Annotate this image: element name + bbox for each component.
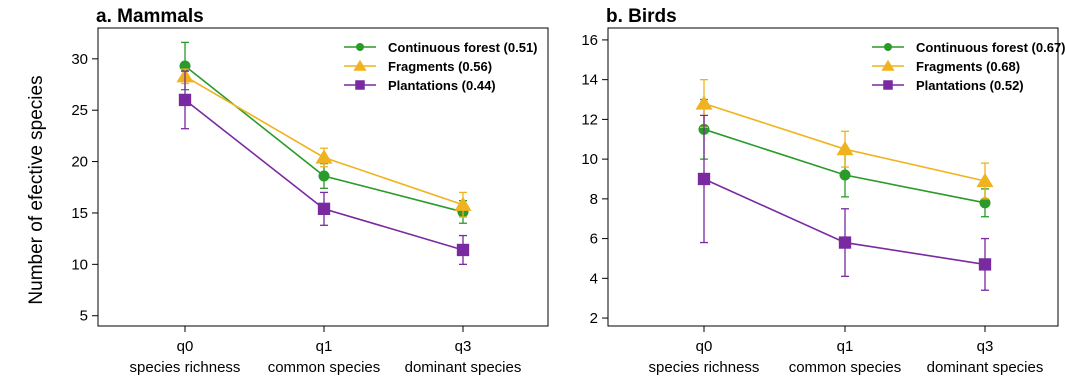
legend-label: Plantations (0.52) — [916, 78, 1024, 93]
y-tick-label: 16 — [581, 32, 598, 49]
data-point — [318, 170, 330, 182]
data-point — [697, 172, 711, 186]
y-tick-label: 8 — [590, 191, 598, 208]
data-point — [315, 149, 333, 164]
series-plantations — [178, 70, 470, 265]
y-tick-label: 15 — [71, 205, 88, 222]
plot-frame — [97, 27, 549, 327]
x-tick-sublabel: species richness — [130, 359, 241, 376]
data-point — [978, 258, 992, 271]
data-point — [695, 95, 713, 110]
y-tick-label: 6 — [590, 231, 598, 248]
y-tick-label: 25 — [71, 102, 88, 119]
x-tick-sublabel: dominant species — [927, 359, 1044, 376]
x-tick-sublabel: species richness — [649, 359, 760, 376]
panel-title: b. Birds — [606, 6, 677, 27]
y-tick-label: 30 — [71, 51, 88, 68]
legend-marker — [353, 59, 367, 71]
x-tick-sublabel: dominant species — [405, 359, 522, 376]
x-tick-sublabel: common species — [789, 359, 902, 376]
series-plantations — [697, 114, 992, 291]
data-point — [976, 172, 994, 188]
data-point — [317, 202, 331, 216]
legend-label: Fragments (0.56) — [388, 59, 492, 74]
legend-marker — [884, 43, 892, 51]
data-point — [454, 196, 472, 211]
x-tick-label: q0 — [696, 338, 713, 355]
y-tick-label: 14 — [581, 72, 598, 89]
y-axis-label: Number of efective species — [26, 75, 47, 304]
x-tick-label: q0 — [177, 338, 194, 355]
panel-mammals: a. Mammals 5 10 15 20 25 30 q0 species richness q… — [71, 6, 549, 376]
y-tick-label: 10 — [71, 256, 88, 273]
legend-marker — [356, 43, 364, 51]
legend-label: Plantations (0.44) — [388, 78, 496, 93]
y-tick-label: 10 — [581, 151, 598, 168]
data-point — [979, 197, 991, 209]
x-tick-sublabel: common species — [268, 359, 381, 376]
x-tick-label: q3 — [977, 338, 994, 355]
data-point — [838, 236, 852, 249]
x-tick-label: q1 — [837, 338, 854, 355]
y-tick-label: 12 — [581, 111, 598, 128]
legend-label: Fragments (0.68) — [916, 59, 1020, 74]
legend-marker — [355, 80, 365, 90]
x-tick-label: q3 — [455, 338, 472, 355]
x-tick-label: q1 — [316, 338, 333, 355]
legend-label: Continuous forest (0.67) — [916, 40, 1065, 55]
panel-title: a. Mammals — [96, 6, 204, 27]
data-point — [836, 141, 854, 156]
legend-marker — [881, 59, 895, 71]
panel-birds: b. Birds 2 4 6 8 10 12 14 16 q0 species richness q1… — [581, 6, 1065, 376]
y-tick-label: 5 — [80, 308, 88, 325]
data-point — [839, 169, 851, 181]
y-tick-label: 4 — [590, 270, 598, 287]
y-tick-label: 2 — [590, 310, 598, 327]
plot-frame — [607, 27, 1059, 327]
data-point — [456, 243, 470, 257]
series-fragments — [695, 79, 994, 200]
legend-marker — [883, 80, 893, 90]
y-tick-label: 20 — [71, 154, 88, 171]
legend-label: Continuous forest (0.51) — [388, 40, 538, 55]
data-point — [178, 93, 192, 107]
